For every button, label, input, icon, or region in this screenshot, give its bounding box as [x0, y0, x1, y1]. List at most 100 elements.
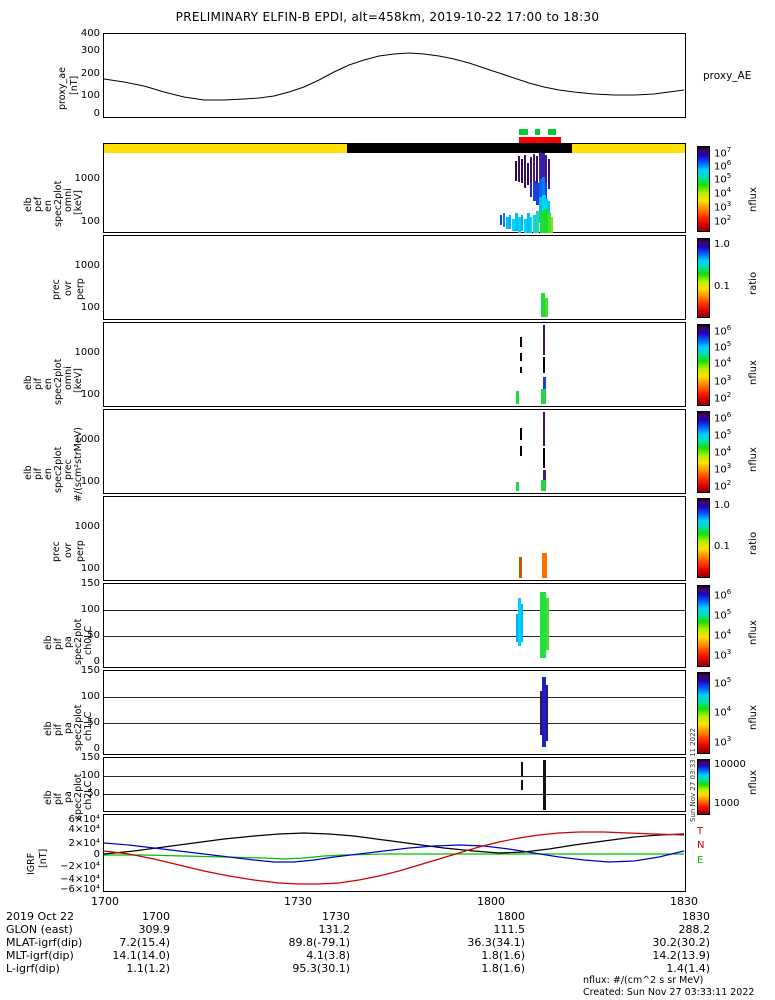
- footer-nflux-note: nflux: #/(cm^2 s sr MeV): [583, 975, 704, 986]
- panel-igrf-ytick-6e4: 6×10⁴: [68, 814, 100, 825]
- panel-ch1lc-ytick-50: 50: [87, 717, 100, 728]
- panel-pif-pa-ch1lc: [103, 670, 686, 755]
- colorbar-pif-omni-tick-1: 105: [714, 340, 732, 354]
- footer-col3-row4: 1.4(1.4): [666, 962, 710, 975]
- colorbar-pif-prec-nflux: [697, 411, 710, 493]
- panel-ch0lc-ytick-0: 0: [93, 656, 100, 667]
- pef-omni-spectrogram: [500, 153, 553, 233]
- colorbar-ch0lc-tick-3: 103: [714, 648, 732, 662]
- ch1lc-spectrogram: [540, 677, 548, 747]
- panel-pif-pa-ch0lc: [103, 583, 686, 668]
- panel-igrf-ytick-0: 0: [93, 849, 100, 860]
- colorbar-pef-omni-tick-2: 105: [714, 172, 732, 186]
- colorbar-pif-prec-tick-0: 106: [714, 411, 732, 425]
- footer-col0-row4: 1.1(1.2): [126, 962, 170, 975]
- colorbar-pif-ratio-tick-1: 0.1: [714, 541, 730, 552]
- colorbar-pif-ratio-label: ratio: [748, 531, 759, 555]
- event-marker-red: [519, 137, 561, 143]
- panel-igrf-ytick-4e4: 4×10⁴: [68, 824, 100, 835]
- colorbar-ch0lc-tick-1: 105: [714, 608, 732, 622]
- panel-ch2lc-ytick-150: 150: [80, 752, 100, 763]
- panel-pif-en-omni-ytick-1000: 1000: [74, 347, 100, 358]
- footer-col2-row4: 1.8(1.6): [481, 962, 525, 975]
- panel-pef-en-omni: [103, 143, 686, 233]
- footer-label-mlat: MLAT-igrf(dip): [6, 936, 83, 949]
- colorbar-pif-omni-label: nflux: [748, 360, 759, 385]
- gridline-ch2lc-100: [104, 776, 685, 777]
- panel-pif-prec-ytick-1000: 1000: [74, 521, 100, 532]
- panel-proxy-ae-ytick-100: 100: [80, 90, 100, 101]
- panel-ch0lc-ytick-150: 150: [80, 578, 100, 589]
- panel-pif-en-prec-ytick-100: 100: [80, 476, 100, 487]
- gridline-ch0lc-100: [104, 610, 685, 611]
- panel-ch1lc-ytick-100: 100: [80, 691, 100, 702]
- colorbar-ch0lc-tick-0: 106: [714, 588, 732, 602]
- colorbar-pef-omni-tick-4: 103: [714, 200, 732, 214]
- gridline-ch1lc-100: [104, 697, 685, 698]
- footer-label-glon: GLON (east): [6, 923, 73, 936]
- colorbar-ch2lc-nflux: [697, 759, 710, 815]
- footer-label-l: L-igrf(dip): [6, 962, 60, 975]
- panel-pif-prec-ylabel-2: ovr: [63, 542, 74, 558]
- colorbar-pif-omni-tick-4: 102: [714, 391, 732, 405]
- pef-ratio-spectrogram: [541, 293, 548, 317]
- colorbar-pif-ratio: [697, 498, 710, 578]
- colorbar-ch2lc-tick-1: 1000: [714, 798, 740, 809]
- footer-col3-row1: 288.2: [678, 923, 711, 936]
- xtick-1730: 1730: [284, 895, 312, 908]
- colorbar-ch0lc-label: nflux: [748, 620, 759, 645]
- page-title: PRELIMINARY ELFIN-B EPDI, alt=458km, 201…: [175, 10, 600, 24]
- igrf-legend-E: E: [697, 855, 704, 866]
- panel-pef-en-omni-ylabel-6: [keV]: [73, 190, 84, 215]
- panel-ch1lc-ytick-150: 150: [80, 665, 100, 676]
- igrf-sidestamp: Sun Nov 27 03:33:11 2022: [689, 727, 697, 822]
- colorbar-pef-omni-label: nflux: [748, 187, 759, 212]
- colorbar-pef-omni-nflux: [697, 146, 710, 232]
- colorbar-pef-omni-tick-3: 104: [714, 186, 732, 200]
- footer-col1-row4: 95.3(30.1): [292, 962, 350, 975]
- colorbar-pif-omni-nflux: [697, 324, 710, 406]
- igrf-traces: [104, 831, 685, 885]
- colorbar-pif-omni-tick-2: 104: [714, 356, 732, 370]
- igrf-legend-T: T: [697, 826, 704, 837]
- colorbar-pif-prec-tick-4: 102: [714, 479, 732, 493]
- panel-pif-en-omni-ytick-100: 100: [80, 389, 100, 400]
- panel-igrf-ytick-m2e4: −2×10⁴: [60, 861, 100, 872]
- panel-pef-prec-ylabel-3: perp: [75, 278, 86, 300]
- footer-col0-row2: 7.2(15.4): [119, 936, 170, 949]
- panel-pef-prec-ytick-100: 100: [80, 302, 100, 313]
- colorbar-ch2lc-tick-0: 10000: [714, 759, 746, 770]
- pif-prec-spectrogram: [516, 412, 546, 491]
- colorbar-pef-ratio-tick-1: 0.1: [714, 281, 730, 292]
- footer-col3-row0: 1830: [682, 910, 710, 923]
- panel-ch0lc-ytick-100: 100: [80, 604, 100, 615]
- xtick-1830: 1830: [670, 895, 698, 908]
- panel-igrf: [103, 814, 686, 892]
- igrf-legend-N: N: [697, 840, 705, 851]
- panel-pef-prec-ytick-1000: 1000: [74, 260, 100, 271]
- colorbar-pef-ratio: [697, 238, 710, 318]
- panel-ch2lc-ytick-50: 50: [87, 788, 100, 799]
- panel-proxy-ae-ytick-0: 0: [93, 108, 100, 119]
- footer-label-mlt: MLT-igrf(dip): [6, 949, 74, 962]
- panel-pef-en-omni-ytick-100: 100: [80, 216, 100, 227]
- footer-col2-row2: 36.3(34.1): [467, 936, 525, 949]
- colorbar-pef-omni-tick-1: 106: [714, 159, 732, 173]
- panel-pef-prec-ylabel-1: prec: [51, 279, 62, 300]
- footer-col1-row1: 131.2: [318, 923, 351, 936]
- footer-col3-row3: 14.2(13.9): [652, 949, 710, 962]
- footer-col3-row2: 30.2(30.2): [652, 936, 710, 949]
- colorbar-pif-ratio-tick-0: 1.0: [714, 500, 730, 511]
- footer-col2-row0: 1800: [497, 910, 525, 923]
- gridline-ch2lc-50: [104, 794, 685, 795]
- panel-igrf-ytick-m4e4: −4×10⁴: [60, 874, 100, 885]
- proxy-ae-trace: [104, 52, 685, 101]
- ch0lc-spectrogram: [516, 592, 549, 658]
- panel-pef-prec-ovr-perp: [103, 235, 686, 320]
- quality-marker-1: [519, 129, 528, 135]
- quality-marker-3: [548, 129, 556, 135]
- panel-pef-en-omni-ytick-1000: 1000: [74, 173, 100, 184]
- panel-proxy-ae-ytick-200: 200: [80, 68, 100, 79]
- footer-col0-row0: 1700: [142, 910, 170, 923]
- gridline-ch1lc-50: [104, 723, 685, 724]
